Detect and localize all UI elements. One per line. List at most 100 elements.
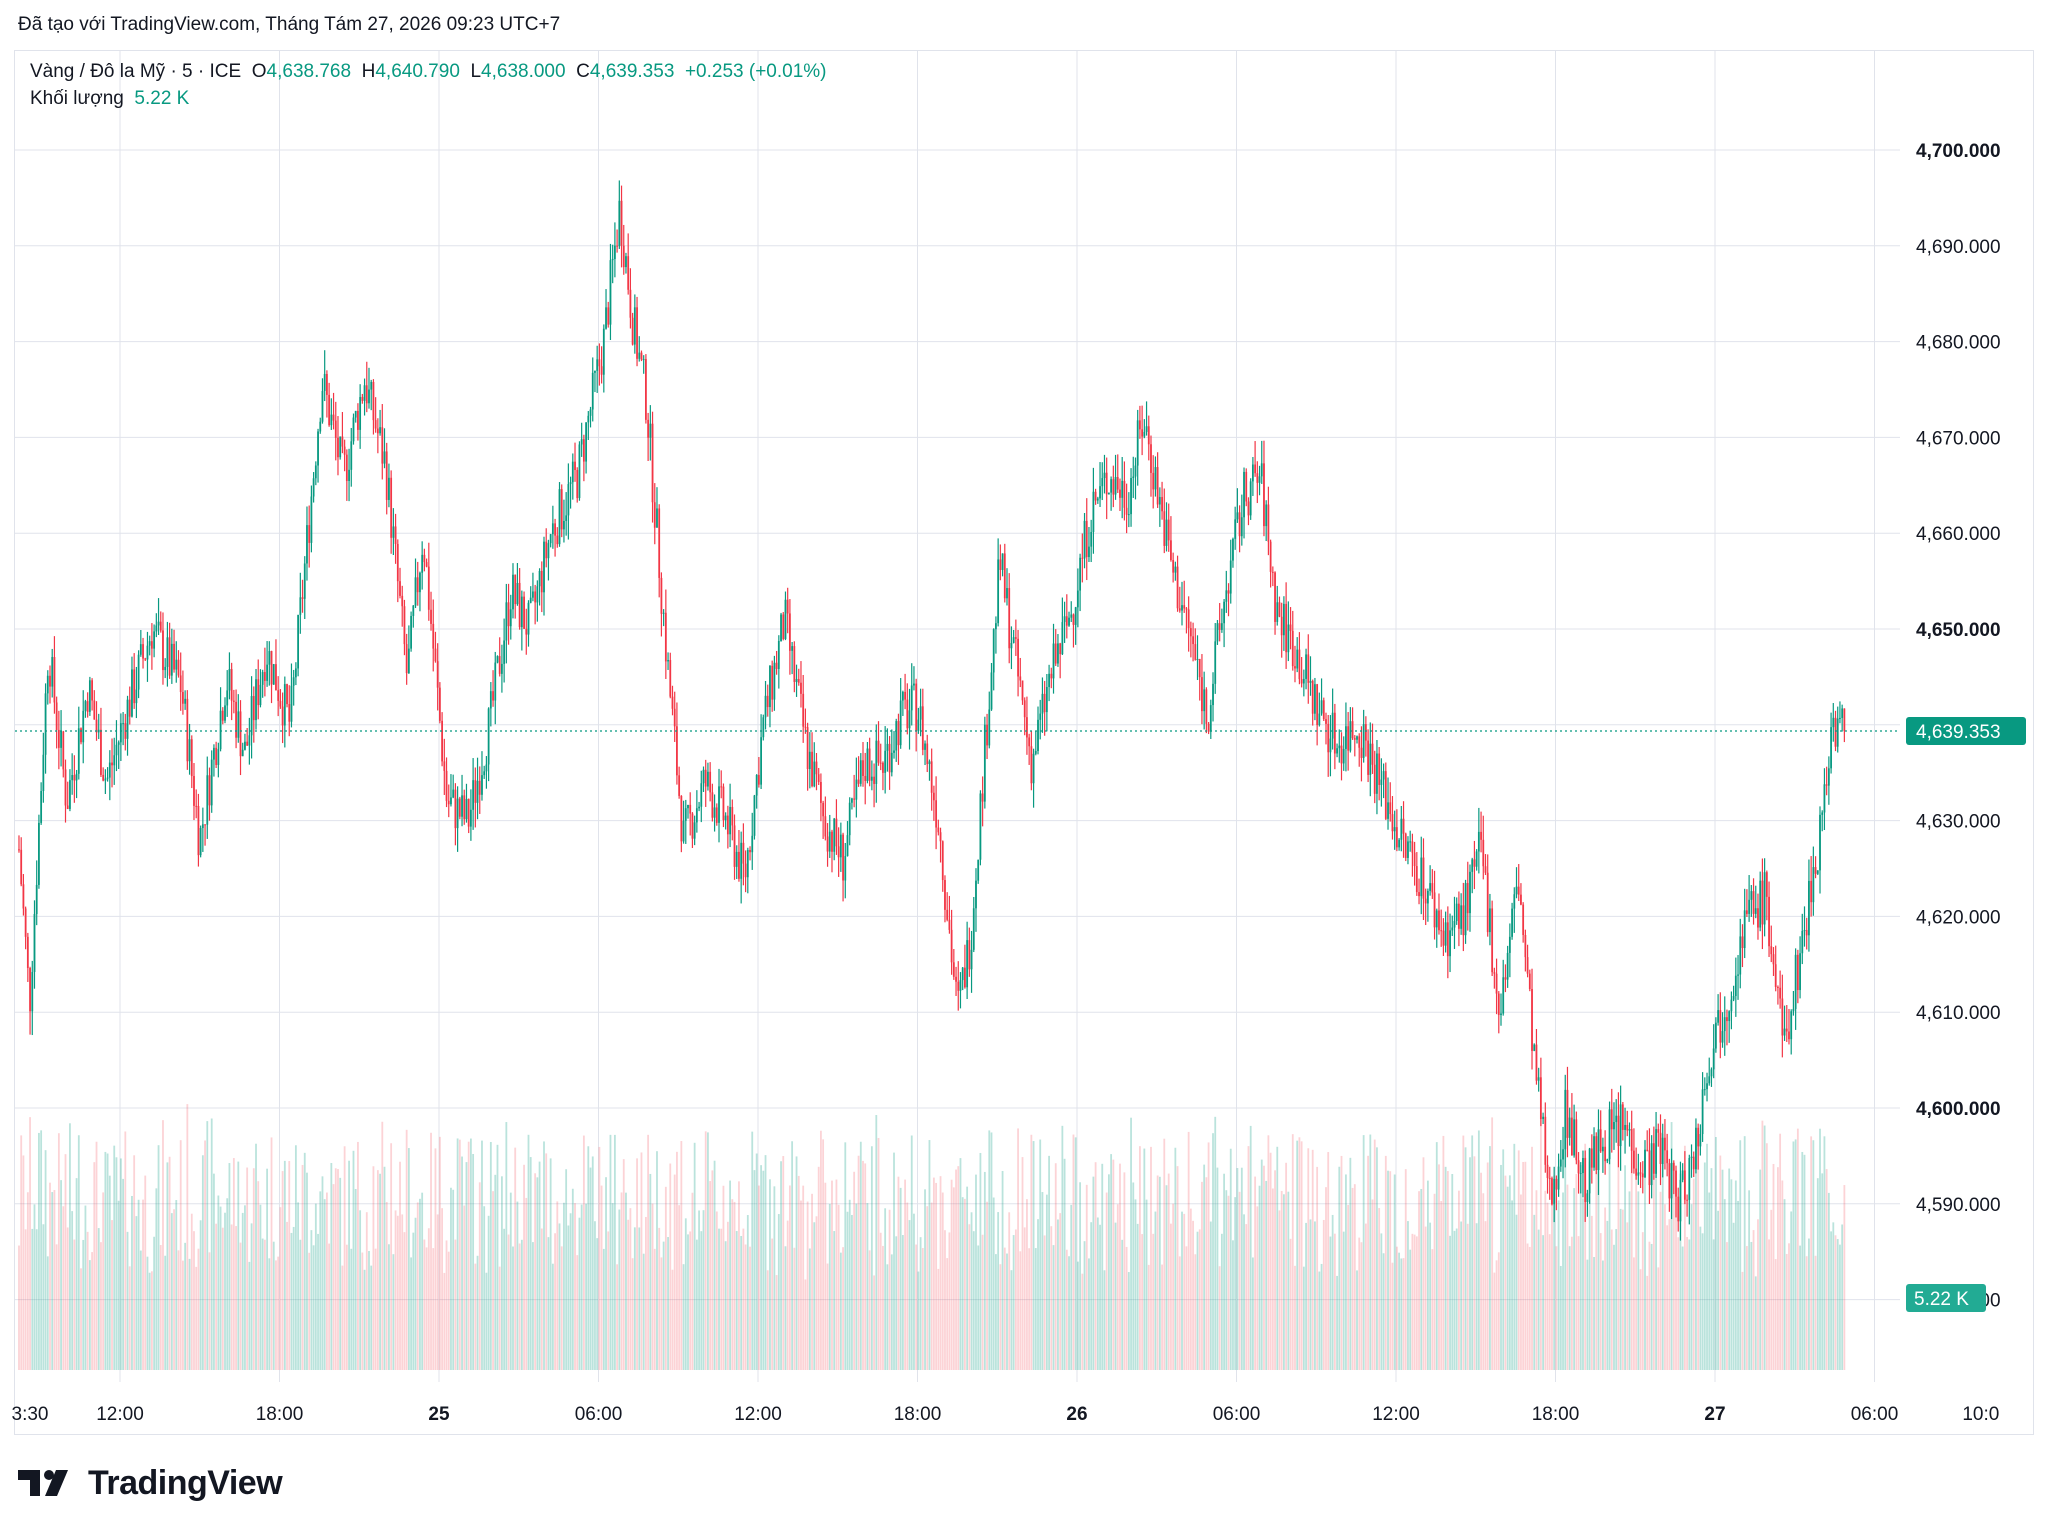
volume-bar [1836,1239,1839,1370]
candle-body [842,834,844,881]
candle-body [1205,689,1208,724]
volume-bar [75,1178,78,1370]
volume-bar [589,1167,592,1370]
candle-body [1402,818,1405,834]
candle-body [1624,1124,1626,1130]
candle-body [638,352,641,359]
price-chart[interactable]: 4,700.0004,690.0004,680.0004,670.0004,66… [0,0,2048,1440]
volume-bar [656,1151,658,1370]
candle-body [503,640,506,664]
volume-bar [540,1228,543,1370]
candle-body [1796,954,1799,991]
candle-body [1407,841,1409,858]
candle-body [1322,700,1325,720]
volume-bar [773,1186,776,1370]
volume-bar [1480,1172,1482,1370]
volume-bar [38,1132,40,1370]
volume-bar [640,1152,643,1370]
candle-body [935,800,938,828]
candle-body [826,836,829,852]
candle-body [1759,880,1762,928]
candle-body [376,428,379,434]
candle-body [1251,464,1254,482]
volume-bar [1568,1246,1571,1370]
volume-bar [738,1181,740,1370]
volume-bar [1819,1128,1821,1370]
candle-body [1103,472,1106,479]
volume-bar [1068,1256,1070,1370]
candle-body [1460,905,1463,929]
volume-bar [1065,1249,1068,1370]
volume-bar [1579,1165,1582,1370]
candle-body [1127,514,1130,516]
high-label: H [361,61,376,82]
volume-bar [605,1177,607,1370]
candle-body [620,200,623,246]
candle-body [525,628,528,635]
candle-body [1085,520,1088,558]
volume-bar [820,1130,822,1370]
volume-bar [753,1170,756,1370]
volume-bar [1123,1172,1126,1370]
candle-body [1413,852,1416,867]
volume-bar [458,1139,461,1370]
volume-bar [1734,1180,1737,1370]
volume-bar [687,1234,689,1370]
volume-bar [1373,1139,1376,1370]
candle-body [580,439,583,445]
volume-bar [1309,1219,1312,1370]
volume-bar [1012,1235,1015,1370]
volume-bar [995,1254,997,1370]
volume-bar [1783,1199,1786,1370]
candle-body [1039,713,1042,720]
candle-body [186,698,189,762]
candle-body [1493,972,1496,974]
tradingview-logo[interactable]: TradingView [18,1463,283,1503]
volume-bar [474,1263,477,1370]
candle-body [800,682,802,694]
candle-body [1278,602,1281,617]
candle-body [1681,1170,1684,1180]
volume-bar [1141,1234,1144,1370]
candle-body [332,414,335,421]
volume-bar [935,1182,938,1370]
volume-bar [884,1208,887,1370]
volume-bar [1353,1184,1356,1370]
candle-body [133,669,136,704]
candle-body [330,414,333,426]
volume-bar [1586,1259,1589,1370]
volume-bar [1274,1170,1276,1370]
candle-body [33,914,36,972]
candle-body [314,465,317,479]
candle-body [108,762,111,778]
volume-bar [456,1138,459,1370]
volume-bar [505,1122,508,1370]
candle-body [1021,680,1024,701]
candle-body [46,675,49,694]
candle-body [1586,1193,1589,1202]
candle-body [627,256,630,290]
candle-body [569,482,572,485]
volume-bar [1074,1137,1077,1370]
candle-body [966,940,969,988]
candle-body [270,651,273,685]
volume-bar [1688,1239,1691,1370]
candle-body [1101,478,1104,487]
candle-body [1535,1044,1538,1081]
volume-bar [1681,1246,1684,1370]
volume-bar [1108,1174,1110,1370]
volume-bar [266,1168,268,1370]
volume-bar [84,1205,87,1370]
candle-body [117,742,120,745]
candle-body [1415,866,1418,893]
candle-body [224,705,226,721]
candle-body [1438,910,1440,931]
volume-bar [1537,1229,1540,1370]
volume-bar [1006,1253,1008,1370]
candle-body [232,700,235,702]
volume-bar [95,1141,98,1370]
candle-body [1606,1159,1609,1162]
candle-body [483,771,486,776]
time-tick-label: 27 [1704,1404,1725,1425]
volume-bar [1203,1164,1206,1370]
